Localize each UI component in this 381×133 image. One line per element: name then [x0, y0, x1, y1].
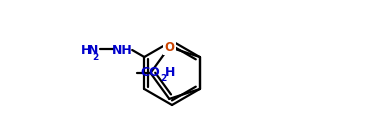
Text: NH: NH: [111, 43, 132, 57]
Text: H: H: [165, 66, 175, 80]
Text: CO: CO: [141, 66, 160, 80]
Text: O: O: [164, 41, 174, 54]
Text: N: N: [88, 43, 99, 57]
Text: 2: 2: [160, 74, 166, 83]
Text: 2: 2: [92, 53, 98, 61]
Text: H: H: [81, 43, 91, 57]
